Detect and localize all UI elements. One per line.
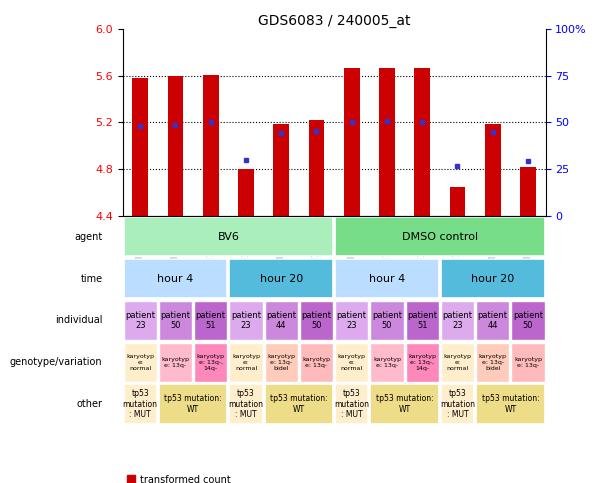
Text: other: other (77, 399, 102, 409)
Bar (406, 342, 439, 382)
Bar (229, 342, 262, 382)
Text: karyotyp
e: 13q-: karyotyp e: 13q- (302, 357, 330, 368)
Bar (124, 217, 333, 256)
Text: karyotyp
e:
normal: karyotyp e: normal (232, 354, 260, 370)
Text: patient
23: patient 23 (231, 311, 261, 330)
Text: karyotyp
e:
normal: karyotyp e: normal (338, 354, 366, 370)
Bar (229, 384, 262, 424)
Bar (124, 384, 157, 424)
Text: karyotyp
e: 13q-
bidel: karyotyp e: 13q- bidel (267, 354, 295, 370)
Bar (476, 342, 509, 382)
Text: karyotyp
e: 13q-: karyotyp e: 13q- (514, 357, 542, 368)
Bar (485, 124, 501, 216)
Text: genotype/variation: genotype/variation (10, 357, 102, 367)
Text: karyotyp
e: 13q-: karyotyp e: 13q- (373, 357, 401, 368)
Bar (273, 124, 289, 216)
Bar (476, 384, 544, 424)
Text: tp53
mutation
: MUT: tp53 mutation : MUT (440, 389, 475, 419)
Bar (370, 384, 439, 424)
Bar (344, 68, 360, 216)
Bar (159, 342, 192, 382)
Bar (159, 301, 192, 340)
Bar (335, 301, 368, 340)
Text: tp53
mutation
: MUT: tp53 mutation : MUT (229, 389, 264, 419)
Text: patient
44: patient 44 (478, 311, 508, 330)
Bar (194, 342, 227, 382)
Bar (124, 342, 157, 382)
Bar (414, 68, 430, 216)
Text: patient
23: patient 23 (337, 311, 367, 330)
Bar (335, 217, 544, 256)
Text: patient
44: patient 44 (266, 311, 296, 330)
Text: tp53 mutation:
WT: tp53 mutation: WT (164, 395, 222, 414)
Bar (229, 301, 262, 340)
Text: karyotyp
e:
normal: karyotyp e: normal (443, 354, 471, 370)
Bar (300, 301, 333, 340)
Text: DMSO control: DMSO control (402, 232, 478, 242)
Bar (520, 167, 536, 216)
Bar (335, 259, 439, 298)
Text: tp53 mutation:
WT: tp53 mutation: WT (376, 395, 433, 414)
Bar (265, 384, 333, 424)
Text: patient
50: patient 50 (372, 311, 402, 330)
Bar (335, 342, 368, 382)
Text: hour 20: hour 20 (471, 273, 514, 284)
Text: patient
23: patient 23 (443, 311, 473, 330)
Text: patient
50: patient 50 (161, 311, 191, 330)
Bar (265, 301, 298, 340)
Bar (441, 259, 544, 298)
Text: patient
51: patient 51 (196, 311, 226, 330)
Text: individual: individual (55, 315, 102, 326)
Text: tp53
mutation
: MUT: tp53 mutation : MUT (123, 389, 158, 419)
Text: tp53
mutation
: MUT: tp53 mutation : MUT (334, 389, 369, 419)
Text: tp53 mutation:
WT: tp53 mutation: WT (481, 395, 539, 414)
Bar (194, 301, 227, 340)
Bar (441, 301, 474, 340)
Text: karyotyp
e: 13q-,
14q-: karyotyp e: 13q-, 14q- (408, 354, 436, 370)
Text: tp53 mutation:
WT: tp53 mutation: WT (270, 395, 328, 414)
Bar (124, 301, 157, 340)
Bar (238, 169, 254, 216)
Bar (167, 76, 183, 216)
Text: hour 4: hour 4 (158, 273, 194, 284)
Text: patient
51: patient 51 (407, 311, 437, 330)
Bar (370, 342, 403, 382)
Text: patient
23: patient 23 (125, 311, 155, 330)
Text: hour 20: hour 20 (259, 273, 303, 284)
Bar (308, 120, 324, 216)
Text: hour 4: hour 4 (369, 273, 405, 284)
Text: BV6: BV6 (218, 232, 239, 242)
Bar (265, 342, 298, 382)
Bar (159, 384, 227, 424)
Bar (379, 68, 395, 216)
Text: karyotyp
e: 13q-: karyotyp e: 13q- (161, 357, 189, 368)
Bar (476, 301, 509, 340)
Text: karyotyp
e: 13q-
bidel: karyotyp e: 13q- bidel (479, 354, 507, 370)
Bar (441, 384, 474, 424)
Text: patient
50: patient 50 (302, 311, 332, 330)
Bar (441, 342, 474, 382)
Text: patient
50: patient 50 (513, 311, 543, 330)
Bar (511, 301, 544, 340)
Bar (229, 259, 333, 298)
Legend: transformed count, percentile rank within the sample: transformed count, percentile rank withi… (128, 475, 305, 483)
Bar (449, 186, 465, 216)
Text: agent: agent (74, 232, 102, 242)
Bar (511, 342, 544, 382)
Title: GDS6083 / 240005_at: GDS6083 / 240005_at (258, 14, 410, 28)
Bar (335, 384, 368, 424)
Bar (203, 74, 219, 216)
Bar (406, 301, 439, 340)
Bar (132, 78, 148, 216)
Text: time: time (80, 273, 102, 284)
Bar (370, 301, 403, 340)
Bar (124, 259, 227, 298)
Text: karyotyp
e: 13q-,
14q-: karyotyp e: 13q-, 14q- (197, 354, 225, 370)
Bar (300, 342, 333, 382)
Text: karyotyp
e:
normal: karyotyp e: normal (126, 354, 154, 370)
